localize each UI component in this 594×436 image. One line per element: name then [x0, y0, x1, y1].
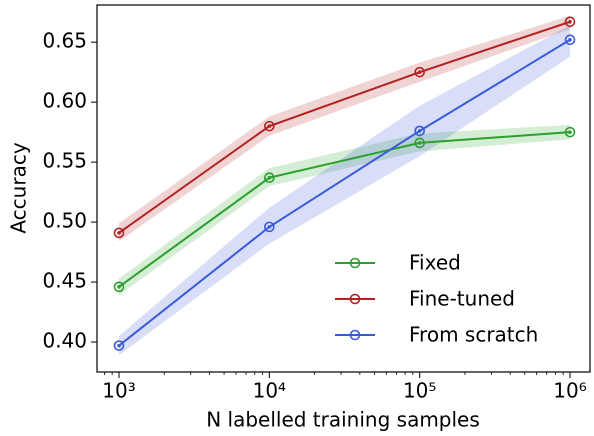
- y-tick-label: 0.65: [42, 29, 87, 53]
- data-point-center: [267, 175, 272, 180]
- x-tick-label: 10³: [102, 379, 135, 403]
- confidence-band: [118, 15, 571, 242]
- data-point-center: [117, 343, 121, 348]
- data-point-center: [568, 19, 572, 24]
- y-tick-label: 0.40: [42, 329, 87, 353]
- x-axis-label: N labelled training samples: [206, 408, 480, 432]
- x-tick-label: 10⁴: [253, 379, 286, 403]
- data-point: [414, 137, 425, 149]
- legend-label: Fine-tuned: [409, 287, 515, 311]
- y-tick-label: 0.50: [42, 209, 87, 233]
- y-tick-label: 0.55: [42, 149, 87, 173]
- series-line: [118, 38, 571, 347]
- data-point: [564, 34, 576, 46]
- data-point: [264, 172, 275, 184]
- data-point: [264, 120, 275, 132]
- data-point: [564, 126, 576, 138]
- series-line: [118, 20, 571, 234]
- data-point: [113, 340, 125, 351]
- x-tick-label: 10⁶: [553, 379, 586, 403]
- data-point-center: [267, 225, 272, 229]
- legend-marker: [349, 329, 361, 341]
- legend-marker: [349, 257, 361, 269]
- data-point-center: [417, 70, 422, 74]
- data-point-center: [417, 129, 422, 133]
- data-point: [113, 281, 125, 293]
- data-point: [264, 221, 275, 233]
- data-point: [414, 66, 425, 78]
- legend-label: Fixed: [409, 251, 461, 275]
- legend-marker: [349, 293, 361, 305]
- data-point: [414, 125, 425, 137]
- series-line: [118, 131, 571, 288]
- data-point-center: [568, 130, 572, 134]
- data-point-center: [568, 37, 572, 42]
- y-tick-label: 0.45: [42, 269, 87, 293]
- plot-frame: [96, 4, 591, 373]
- x-tick-label: 10⁵: [403, 379, 436, 403]
- y-axis-label: Accuracy: [7, 142, 31, 233]
- data-point-center: [117, 231, 121, 235]
- data-point-center: [267, 124, 272, 128]
- y-tick-label: 0.60: [42, 89, 87, 113]
- data-point-center: [117, 285, 121, 289]
- data-point: [564, 16, 576, 28]
- data-point: [113, 227, 125, 239]
- confidence-band: [118, 124, 571, 296]
- legend-label: From scratch: [409, 323, 538, 347]
- data-point-center: [417, 141, 422, 145]
